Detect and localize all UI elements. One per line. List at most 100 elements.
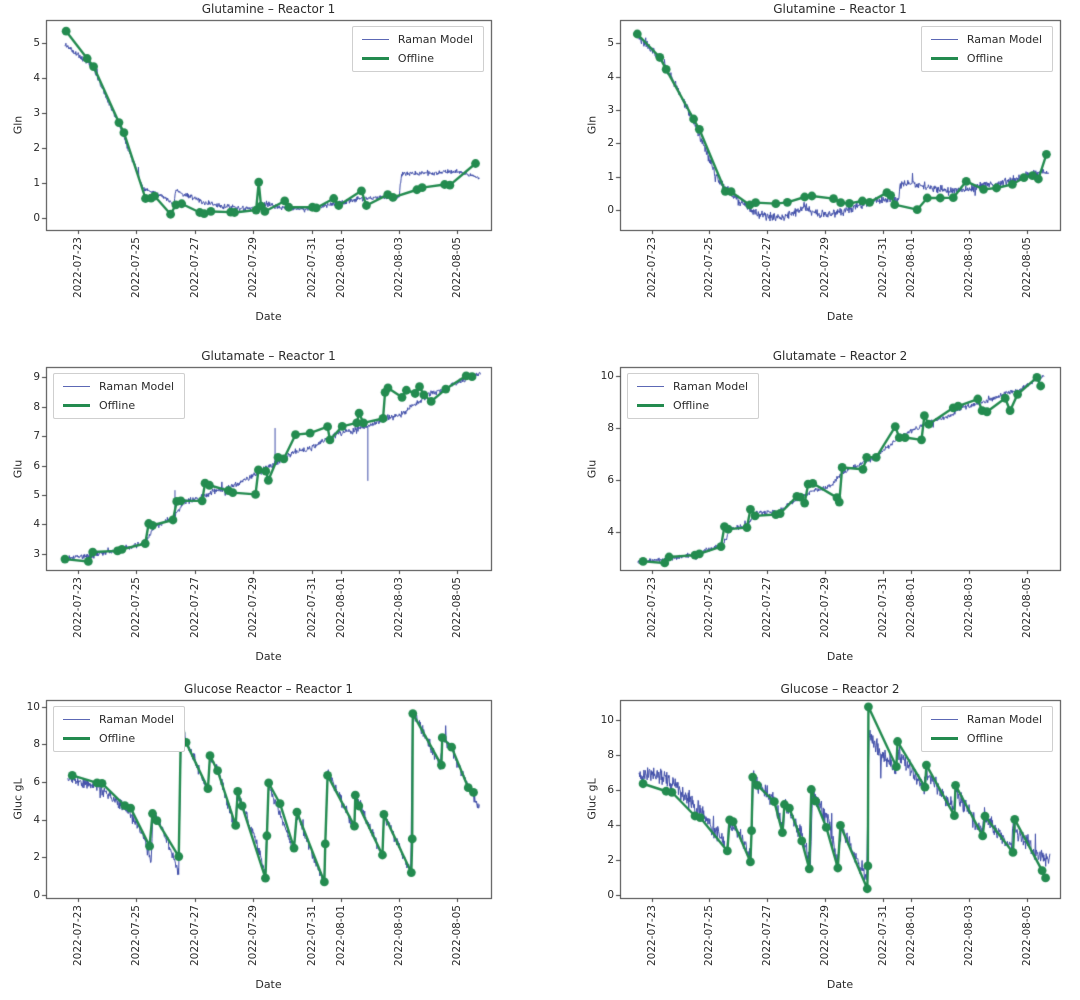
x-tick-label: 2022-08-05	[451, 237, 464, 299]
x-tick-label: 2022-07-25	[130, 577, 143, 639]
legend-item-raman: Raman Model	[930, 33, 1042, 46]
legend-item-offline: Offline	[63, 732, 174, 745]
y-tick-label: 0	[33, 889, 40, 902]
x-tick-label: 2022-08-03	[393, 577, 406, 639]
offline-line-sample-icon	[63, 737, 90, 740]
legend-label: Offline	[99, 732, 136, 745]
offline-line-sample-icon	[930, 57, 958, 60]
raman-line-sample-icon	[637, 386, 664, 387]
x-tick-label: 2022-07-31	[305, 577, 318, 639]
x-tick-label: 2022-08-03	[393, 237, 406, 299]
legend-item-offline: Offline	[930, 52, 1042, 65]
legend-label: Raman Model	[397, 33, 473, 46]
x-tick-label: 2022-08-05	[1020, 577, 1033, 639]
chart-title: Glutamate – Reactor 1	[201, 349, 336, 363]
legend-item-offline: Offline	[637, 399, 748, 412]
legend: Raman Model Offline	[627, 373, 760, 419]
legend-label: Offline	[99, 399, 136, 412]
raman-line-sample-icon	[930, 39, 958, 40]
y-tick-label: 3	[33, 106, 40, 119]
y-tick-label: 0	[607, 204, 614, 216]
x-tick-label: 2022-07-23	[645, 237, 658, 299]
y-tick-label: 2	[33, 851, 40, 864]
y-tick-label: 4	[33, 813, 40, 826]
offline-line-sample-icon	[63, 404, 90, 407]
x-axis-label: Date	[255, 650, 282, 663]
x-tick-label: 2022-07-29	[818, 577, 831, 639]
legend: Raman Model Offline	[53, 706, 186, 752]
chart-glutamine-reactor1-right: Glutamine – Reactor 1 Gln Date 2022-07-2…	[540, 0, 1080, 334]
y-tick-label: 6	[33, 776, 40, 789]
legend: Raman Model Offline	[920, 26, 1053, 72]
y-tick-label: 2	[607, 137, 614, 150]
offline-line-sample-icon	[930, 737, 958, 740]
y-tick-label: 5	[33, 488, 40, 501]
y-tick-label: 10	[600, 370, 614, 383]
y-tick-label: 9	[33, 371, 40, 384]
x-axis-label: Date	[826, 310, 854, 323]
x-tick-label: 2022-07-23	[645, 577, 658, 639]
raman-line-sample-icon	[63, 719, 90, 720]
legend-label: Offline	[966, 52, 1003, 65]
legend-label: Raman Model	[673, 380, 749, 393]
y-tick-label: 5	[33, 36, 40, 49]
y-tick-label: 10	[600, 714, 614, 727]
chart-title: Glutamate – Reactor 2	[772, 349, 908, 363]
y-tick-label: 1	[33, 176, 40, 189]
y-tick-label: 3	[607, 104, 614, 116]
legend-label: Raman Model	[99, 713, 175, 726]
y-tick-label: 8	[33, 738, 40, 751]
raman-line-sample-icon	[930, 719, 958, 720]
legend-label: Offline	[673, 399, 710, 412]
x-tick-label: 2022-08-03	[963, 905, 976, 967]
x-tick-label: 2022-07-29	[247, 577, 260, 639]
x-tick-label: 2022-07-27	[188, 577, 201, 639]
y-tick-label: 8	[33, 400, 40, 413]
chart-title: Glutamine – Reactor 1	[201, 2, 336, 16]
x-tick-label: 2022-07-27	[761, 577, 774, 639]
y-tick-label: 1	[607, 170, 614, 183]
legend: Raman Model Offline	[351, 26, 484, 72]
y-tick-label: 3	[33, 547, 40, 560]
chart-glucose-reactor2: Glucose – Reactor 2 Gluc gL Date 2022-07…	[540, 666, 1080, 1000]
x-tick-label: 2022-07-29	[818, 905, 831, 967]
x-tick-label: 2022-07-31	[305, 237, 318, 299]
x-tick-label: 2022-07-31	[305, 905, 318, 967]
x-tick-label: 2022-07-27	[761, 905, 774, 967]
x-tick-label: 2022-08-01	[334, 577, 347, 639]
y-tick-label: 2	[33, 141, 40, 154]
legend-item-raman: Raman Model	[361, 33, 473, 46]
legend-label: Raman Model	[966, 713, 1042, 726]
chart-glutamate-reactor2: Glutamate – Reactor 2 Glu Date 2022-07-2…	[540, 333, 1080, 667]
x-tick-label: 2022-07-27	[188, 237, 201, 299]
y-tick-label: 6	[607, 783, 614, 796]
y-tick-label: 4	[607, 526, 614, 539]
x-tick-label: 2022-08-03	[963, 577, 976, 639]
x-tick-label: 2022-08-01	[334, 237, 347, 299]
x-axis-label: Date	[826, 650, 854, 663]
chart-title: Glucose – Reactor 2	[780, 682, 900, 696]
x-axis-label: Date	[255, 978, 282, 991]
x-tick-label: 2022-07-23	[645, 905, 658, 967]
y-tick-label: 4	[607, 818, 614, 831]
chart-title: Glutamine – Reactor 1	[773, 2, 907, 16]
y-tick-label: 2	[607, 853, 614, 866]
legend-label: Raman Model	[966, 33, 1042, 46]
x-tick-label: 2022-08-01	[905, 577, 918, 639]
x-tick-label: 2022-08-05	[1020, 237, 1033, 299]
chart-glutamine-reactor1-left: Glutamine – Reactor 1 Gln Date 2022-07-2…	[0, 0, 540, 334]
y-tick-label: 0	[33, 211, 40, 224]
offline-line-sample-icon	[637, 404, 664, 407]
x-tick-label: 2022-07-27	[761, 237, 774, 299]
legend-item-raman: Raman Model	[63, 380, 174, 393]
y-tick-label: 0	[607, 888, 614, 901]
y-tick-label: 4	[33, 518, 40, 531]
y-tick-label: 4	[33, 71, 40, 84]
x-tick-label: 2022-08-01	[905, 905, 918, 967]
x-tick-label: 2022-07-31	[876, 905, 889, 967]
offline-line-sample-icon	[361, 57, 389, 60]
y-tick-label: 6	[33, 459, 40, 472]
y-tick-label: 10	[26, 700, 40, 713]
x-tick-label: 2022-08-05	[451, 905, 464, 967]
